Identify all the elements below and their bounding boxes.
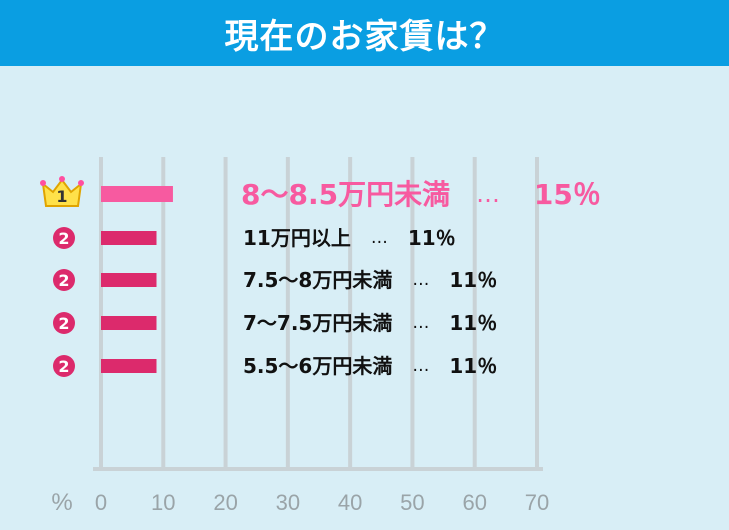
separator: …	[476, 180, 500, 208]
x-tick-label: 60	[462, 490, 486, 515]
rank-badge-icon	[53, 312, 75, 334]
rank-number: 2	[58, 314, 69, 333]
bar	[101, 186, 173, 202]
bar-value-label: 15％	[534, 178, 601, 211]
crown-jewel	[40, 180, 46, 186]
x-tick-label: 20	[213, 490, 237, 515]
bar	[101, 316, 157, 330]
bar	[101, 273, 157, 287]
rank-number: 1	[56, 187, 67, 206]
separator: …	[412, 270, 429, 290]
bar-value-label: 11％	[408, 226, 456, 250]
rank-number: 2	[58, 357, 69, 376]
rank-badge-icon	[53, 355, 75, 377]
bar-value-label: 11％	[449, 354, 497, 378]
crown-jewel	[59, 176, 65, 182]
x-tick-label: 10	[151, 490, 175, 515]
unit-label: %	[51, 489, 72, 516]
bar-category-label: 7～7.5万円未満	[243, 311, 392, 335]
separator: …	[412, 313, 429, 333]
bar-chart: 0 10 20 30 40 50 60 70% 1 8～8.5万円未満 … 15％ 2 11万円以上 … 11…	[40, 157, 601, 516]
crown-jewel	[78, 180, 84, 186]
bar-value-label: 11％	[449, 311, 497, 335]
bar-value-label: 11％	[449, 268, 497, 292]
rank-badge-icon	[53, 269, 75, 291]
bar-category-label: 11万円以上	[243, 226, 351, 250]
bar-category-label: 5.5～6万円未満	[243, 354, 392, 378]
x-tick-label: 30	[276, 490, 300, 515]
bar	[101, 359, 157, 373]
bar-category-label: 7.5～8万円未満	[243, 268, 392, 292]
rank-badge-icon	[53, 227, 75, 249]
separator: …	[371, 228, 388, 248]
x-tick-label: 70	[525, 490, 549, 515]
rank-number: 2	[58, 229, 69, 248]
bar	[101, 231, 157, 245]
rank-number: 2	[58, 271, 69, 290]
chart-title: 現在のお家賃は？	[0, 0, 729, 66]
x-tick-label: 50	[400, 490, 424, 515]
x-tick-label: 40	[338, 490, 362, 515]
x-tick-label: 0	[95, 490, 107, 515]
bar-category-label: 8～8.5万円未満	[241, 178, 450, 211]
separator: …	[412, 356, 429, 376]
